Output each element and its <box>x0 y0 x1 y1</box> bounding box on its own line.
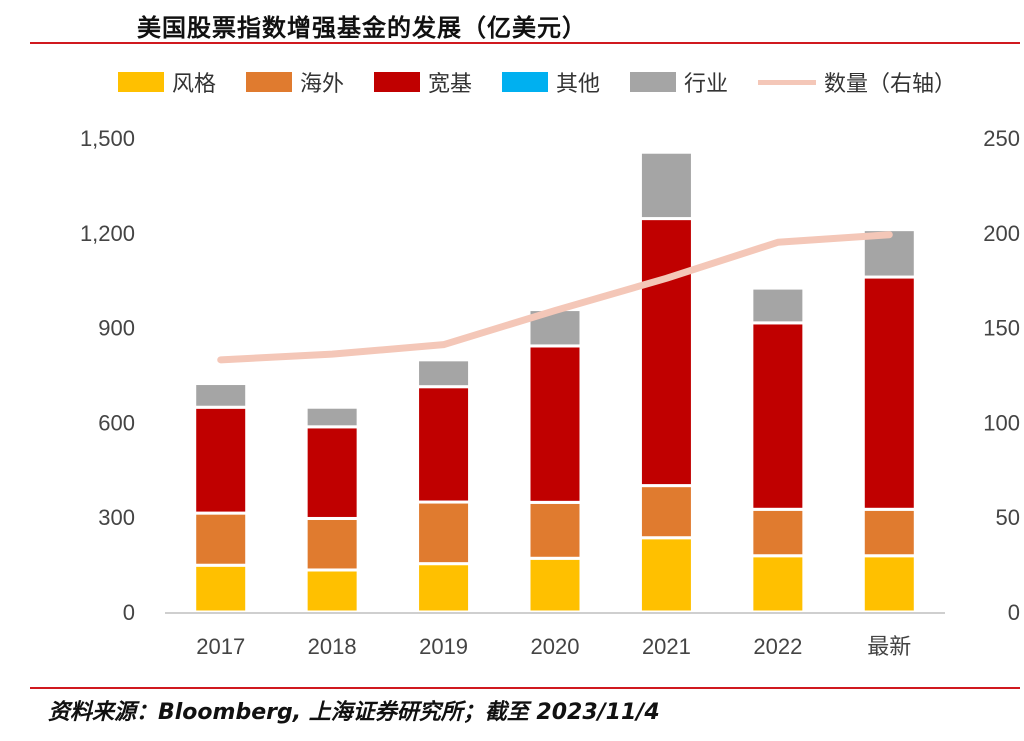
x-tick-label: 最新 <box>867 634 911 659</box>
bar-stack-2020 <box>527 308 583 614</box>
y-left-tick-label: 600 <box>98 410 135 435</box>
bar-海外-2018 <box>304 516 360 572</box>
bar-宽基-2021 <box>638 217 694 488</box>
bar-stack-最新 <box>861 228 917 614</box>
y-left-axis: 0 300 600 900 1,200 1,500 <box>80 126 135 625</box>
y-right-tick-label: 0 <box>1008 600 1020 625</box>
legend-label: 宽基 <box>428 72 472 97</box>
legend-swatch-1 <box>246 72 292 92</box>
bar-风格-2019 <box>416 562 472 614</box>
bar-风格-2021 <box>638 536 694 614</box>
bar-海外-2017 <box>193 511 249 567</box>
y-left-tick-label: 0 <box>123 600 135 625</box>
x-tick-label: 2022 <box>753 634 802 659</box>
x-tick-label: 2017 <box>196 634 245 659</box>
bar-宽基-2022 <box>750 321 806 511</box>
legend-swatch-4 <box>630 72 676 92</box>
bar-海外-2021 <box>638 484 694 540</box>
bar-stack-2019 <box>416 358 472 614</box>
y-left-tick-label: 900 <box>98 316 135 341</box>
bar-风格-2022 <box>750 554 806 614</box>
bar-行业-2017 <box>193 382 249 409</box>
y-right-tick-label: 200 <box>983 221 1020 246</box>
y-right-tick-label: 50 <box>996 505 1020 530</box>
bar-宽基-2017 <box>193 405 249 515</box>
y-left-tick-label: 1,200 <box>80 221 135 246</box>
bar-风格-最新 <box>861 554 917 614</box>
title-bar: 美国股票指数增强基金的发展（亿美元） <box>0 0 1024 44</box>
x-tick-label: 2019 <box>419 634 468 659</box>
y-right-tick-label: 100 <box>983 410 1020 435</box>
y-right-tick-label: 150 <box>983 316 1020 341</box>
bar-海外-最新 <box>861 507 917 558</box>
bar-行业-2019 <box>416 358 472 389</box>
bar-海外-2019 <box>416 500 472 566</box>
legend-label: 数量（右轴） <box>824 72 956 97</box>
bar-行业-2022 <box>750 286 806 325</box>
bar-行业-2021 <box>638 150 694 221</box>
bar-stacks <box>193 150 917 614</box>
y-left-tick-label: 1,500 <box>80 126 135 151</box>
bar-风格-2020 <box>527 556 583 614</box>
bar-stack-2018 <box>304 405 360 614</box>
title-rule <box>30 42 1020 44</box>
legend-label: 行业 <box>684 72 728 97</box>
legend-swatch-count <box>758 80 816 85</box>
bar-宽基-2019 <box>416 385 472 504</box>
source-note: 资料来源：Bloomberg, 上海证券研究所；截至 2023/11/4 <box>48 700 660 725</box>
bar-stack-2017 <box>193 382 249 614</box>
x-tick-label: 2018 <box>308 634 357 659</box>
legend: 风格 海外 宽基 其他 行业 数量（右轴） <box>118 72 956 97</box>
legend-label: 其他 <box>556 72 600 97</box>
bar-stack-2021 <box>638 150 694 614</box>
y-right-tick-label: 250 <box>983 126 1020 151</box>
x-axis: 2017 2018 2019 2020 2021 2022 最新 <box>165 612 945 659</box>
legend-swatch-2 <box>374 72 420 92</box>
bar-宽基-2018 <box>304 425 360 520</box>
legend-swatch-0 <box>118 72 164 92</box>
bar-海外-2022 <box>750 507 806 558</box>
chart: 风格 海外 宽基 其他 行业 数量（右轴） 0 300 600 900 1,200 1,500 0 5… <box>80 72 1020 659</box>
bar-风格-2017 <box>193 563 249 614</box>
count-line-group <box>217 231 893 364</box>
legend-label: 风格 <box>172 72 216 97</box>
footer-rule <box>30 687 1020 689</box>
page-title: 美国股票指数增强基金的发展（亿美元） <box>137 13 587 42</box>
bar-stack-2022 <box>750 286 806 614</box>
bar-行业-2018 <box>304 405 360 429</box>
legend-swatch-3 <box>502 72 548 92</box>
bar-宽基-2020 <box>527 344 583 504</box>
y-right-axis: 0 50 100 150 200 250 <box>983 126 1020 625</box>
bar-海外-2020 <box>527 500 583 560</box>
x-tick-label: 2021 <box>642 634 691 659</box>
bar-风格-2018 <box>304 568 360 614</box>
legend-label: 海外 <box>300 72 344 97</box>
bar-宽基-最新 <box>861 275 917 511</box>
x-tick-label: 2020 <box>531 634 580 659</box>
y-left-tick-label: 300 <box>98 505 135 530</box>
